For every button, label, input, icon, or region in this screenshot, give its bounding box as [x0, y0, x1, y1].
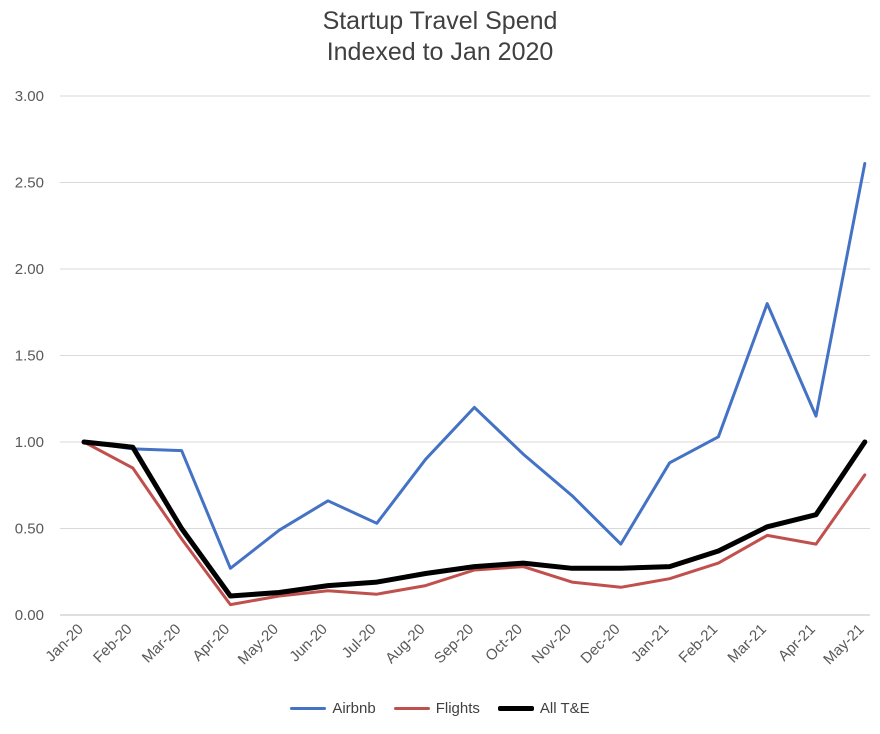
legend-swatch-airbnb — [290, 707, 327, 710]
series-line-all-t-e — [81, 439, 868, 599]
y-tick-label: 0.00 — [15, 607, 44, 624]
x-tick-label: Mar-21 — [724, 621, 770, 667]
chart-legend: Airbnb Flights All T&E — [0, 700, 880, 717]
x-tick-label: May-20 — [235, 621, 282, 668]
chart-title-line2: Indexed to Jan 2020 — [326, 38, 554, 66]
chart-title-line1: Startup Travel Spend — [322, 7, 558, 35]
x-tick-label: May-21 — [820, 621, 867, 668]
x-tick-label: Feb-21 — [676, 621, 722, 667]
y-tick-label: 1.50 — [15, 348, 44, 365]
x-tick-label: Jan-21 — [628, 621, 672, 665]
series-line-airbnb — [82, 162, 867, 570]
x-tick-label: Nov-20 — [529, 621, 575, 667]
x-tick-label: Jul-20 — [339, 621, 380, 662]
legend-swatch-flights — [393, 707, 430, 710]
x-tick-label: Aug-20 — [382, 621, 428, 667]
legend-label-flights: Flights — [435, 700, 480, 717]
x-tick-label: Jan-20 — [42, 621, 86, 665]
series-line-flights — [82, 440, 867, 607]
legend-swatch-all-te — [497, 706, 534, 711]
x-tick-label: Feb-20 — [90, 621, 136, 667]
y-tick-label: 1.00 — [15, 434, 44, 451]
y-tick-label: 0.50 — [15, 521, 44, 538]
x-tick-label: Mar-20 — [139, 621, 185, 667]
y-tick-label: 2.00 — [15, 261, 44, 278]
legend-label-airbnb: Airbnb — [332, 700, 376, 717]
x-tick-label: Jun-20 — [286, 621, 330, 665]
legend-item-flights: Flights — [393, 700, 480, 717]
x-tick-label: Sep-20 — [431, 621, 477, 667]
chart-title: Startup Travel Spend Indexed to Jan 2020 — [0, 6, 880, 68]
y-tick-label: 2.50 — [15, 175, 44, 192]
legend-label-all-te: All T&E — [539, 700, 590, 717]
y-tick-label: 3.00 — [15, 88, 44, 105]
legend-item-airbnb: Airbnb — [290, 700, 376, 717]
x-tick-label: Oct-20 — [482, 621, 526, 665]
x-tick-label: Dec-20 — [577, 621, 623, 667]
x-tick-label: Apr-20 — [189, 621, 233, 665]
legend-item-all-te: All T&E — [497, 700, 590, 717]
x-tick-label: Apr-21 — [775, 621, 819, 665]
